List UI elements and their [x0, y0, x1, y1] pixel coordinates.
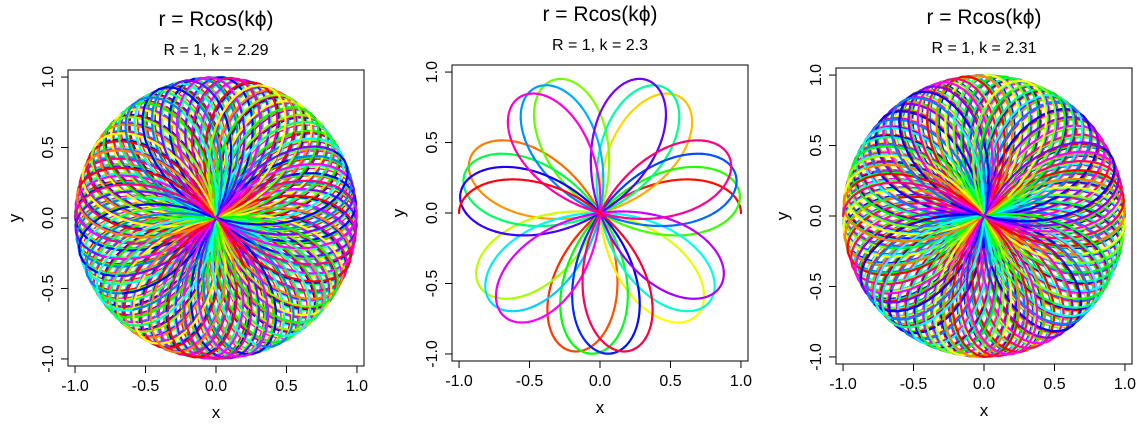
chart-subtitle: R = 1, k = 2.29: [164, 42, 269, 59]
rose-curve: [73, 76, 359, 361]
x-tick-label: 0.5: [659, 373, 681, 390]
y-tick-label: 1.0: [40, 66, 57, 88]
y-tick-label: 1.0: [808, 64, 825, 86]
y-tick-label: 0.0: [808, 205, 825, 227]
y-tick-label: -0.5: [40, 275, 57, 303]
chart-panel-1: r = Rcos(kϕ) R = 1, k = 2.29 -1.0 -0.5 0.0 0.…: [5, 8, 368, 422]
y-tick-label: 0.0: [424, 202, 441, 224]
y-tick-label: 0.5: [40, 136, 57, 158]
x-tick-label: -1.0: [445, 373, 473, 390]
y-tick-label: -0.5: [424, 270, 441, 298]
y-axis-label: y: [5, 213, 24, 222]
chart-subtitle: R = 1, k = 2.31: [932, 40, 1037, 57]
x-tick-label: 0.0: [205, 378, 227, 395]
chart-panel-3: r = Rcos(kϕ) R = 1, k = 2.31 -1.0 -0.5 0.0 0.…: [773, 6, 1136, 420]
rose-curve: [841, 74, 1127, 359]
y-axis-label: y: [389, 208, 408, 217]
y-tick-label: 0.0: [40, 207, 57, 229]
x-tick-label: 1.0: [346, 378, 368, 395]
y-axis-label: y: [773, 211, 792, 220]
x-tick-label: 0.5: [275, 378, 297, 395]
x-tick-label: 0.0: [589, 373, 611, 390]
x-tick-label: -0.5: [516, 373, 544, 390]
x-tick-label: 1.0: [1114, 376, 1136, 393]
y-tick-label: -1.0: [424, 340, 441, 368]
x-tick-label: -0.5: [132, 378, 160, 395]
x-tick-label: -1.0: [829, 376, 857, 393]
x-axis-label: x: [980, 401, 989, 420]
rose-curve: [457, 77, 743, 355]
y-tick-label: 1.0: [424, 61, 441, 83]
chart-title: r = Rcos(kϕ): [926, 6, 1041, 29]
x-axis-label: x: [596, 398, 605, 417]
chart-panel-2: r = Rcos(kϕ) R = 1, k = 2.3 -1.0 -0.5 0.0 0.5…: [389, 3, 752, 417]
chart-title: r = Rcos(kϕ): [158, 8, 273, 31]
x-tick-label: -0.5: [900, 376, 928, 393]
y-tick-label: -1.0: [808, 343, 825, 371]
x-axis-label: x: [212, 403, 221, 422]
y-tick-label: 0.5: [424, 131, 441, 153]
chart-title: r = Rcos(kϕ): [542, 3, 657, 26]
x-tick-label: 0.5: [1043, 376, 1065, 393]
x-tick-label: 1.0: [730, 373, 752, 390]
chart-subtitle: R = 1, k = 2.3: [552, 37, 648, 54]
x-tick-label: 0.0: [973, 376, 995, 393]
x-tick-label: -1.0: [61, 378, 89, 395]
y-tick-label: -0.5: [808, 273, 825, 301]
y-tick-label: 0.5: [808, 134, 825, 156]
y-tick-label: -1.0: [40, 345, 57, 373]
